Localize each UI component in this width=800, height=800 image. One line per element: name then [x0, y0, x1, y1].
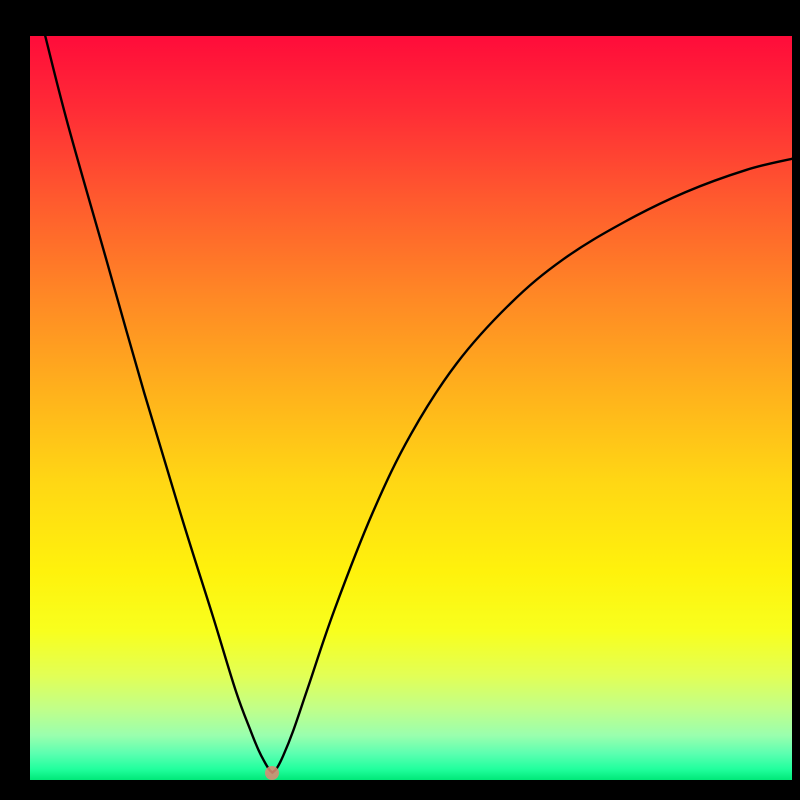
frame-right — [792, 0, 800, 800]
plot-area — [30, 36, 792, 780]
frame-bottom — [0, 780, 800, 800]
frame-top — [0, 0, 800, 36]
curve-left-branch — [45, 36, 272, 773]
frame-left — [0, 0, 30, 800]
curve-right-branch — [272, 159, 792, 773]
minimum-marker — [265, 766, 279, 780]
curve-svg — [30, 36, 792, 780]
